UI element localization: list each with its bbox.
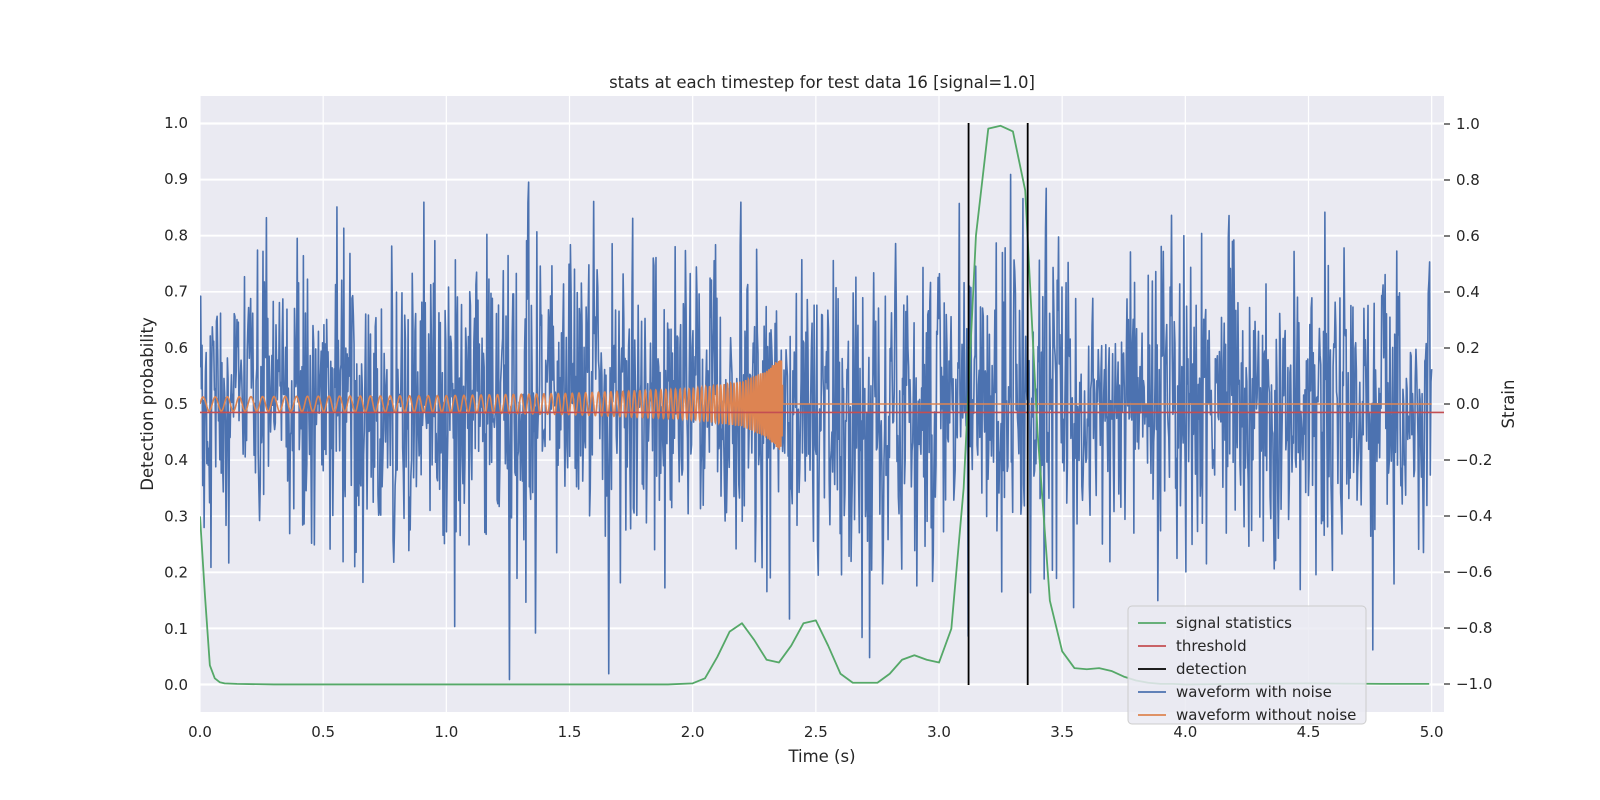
x-tick-label: 2.0: [681, 723, 705, 741]
y-axis-label-left: Detection probability: [138, 317, 157, 491]
x-tick-label: 4.5: [1297, 723, 1321, 741]
y-tick-label-right: −0.6: [1456, 563, 1492, 581]
y-tick-label-right: −0.8: [1456, 619, 1492, 637]
y-tick-label-right: 0.8: [1456, 171, 1480, 189]
chart-title: stats at each timestep for test data 16 …: [609, 73, 1035, 92]
y-axis-label-right: Strain: [1499, 380, 1518, 429]
y-tick-label-left: 0.8: [164, 226, 188, 244]
legend-entry: waveform with noise: [1176, 683, 1332, 701]
x-tick-label: 3.0: [927, 723, 951, 741]
ticks: 0.0 0.5 1.0 1.5 2.0 2.5 3.0 3.5 4.0 4.5 5.0 0.0 0.1 0…: [164, 114, 1492, 741]
x-tick-label: 2.5: [804, 723, 828, 741]
x-tick-label: 4.0: [1173, 723, 1197, 741]
legend-entry: signal statistics: [1176, 614, 1292, 632]
y-tick-label-left: 0.9: [164, 170, 188, 188]
x-tick-label: 3.5: [1050, 723, 1074, 741]
y-tick-label-left: 0.0: [164, 676, 188, 694]
y-tick-label-left: 1.0: [164, 114, 188, 132]
y-tick-label-right: 0.4: [1456, 283, 1480, 301]
x-tick-label: 0.5: [311, 723, 335, 741]
legend-entry: waveform without noise: [1176, 706, 1356, 724]
y-tick-label-left: 0.1: [164, 620, 188, 638]
x-axis-label: Time (s): [787, 747, 855, 766]
x-tick-label: 1.5: [558, 723, 582, 741]
y-tick-label-right: 0.0: [1456, 395, 1480, 413]
y-tick-label-right: −1.0: [1456, 675, 1492, 693]
legend-entry: detection: [1176, 660, 1247, 678]
legend: signal statistics threshold detection wavef…: [1127, 605, 1367, 725]
legend-entry: threshold: [1176, 637, 1247, 655]
y-tick-label-left: 0.7: [164, 283, 188, 301]
y-tick-label-right: −0.4: [1456, 507, 1492, 525]
x-tick-label: 5.0: [1420, 723, 1444, 741]
y-tick-label-left: 0.2: [164, 564, 188, 582]
plot-area: [200, 122, 1444, 686]
y-tick-label-left: 0.4: [164, 451, 188, 469]
y-tick-label-right: 0.2: [1456, 339, 1480, 357]
y-tick-label-right: 0.6: [1456, 227, 1480, 245]
y-tick-label-left: 0.6: [164, 339, 188, 357]
series-signal-statistics: [200, 124, 1430, 686]
legend-box: [1127, 605, 1367, 725]
y-tick-label-left: 0.5: [164, 395, 188, 413]
y-tick-label-left: 0.3: [164, 507, 188, 525]
series-waveform-with-noise: [200, 173, 1433, 681]
y-tick-label-right: −0.2: [1456, 451, 1492, 469]
y-tick-label-right: 1.0: [1456, 115, 1480, 133]
x-tick-label: 1.0: [434, 723, 458, 741]
x-tick-label: 0.0: [188, 723, 212, 741]
